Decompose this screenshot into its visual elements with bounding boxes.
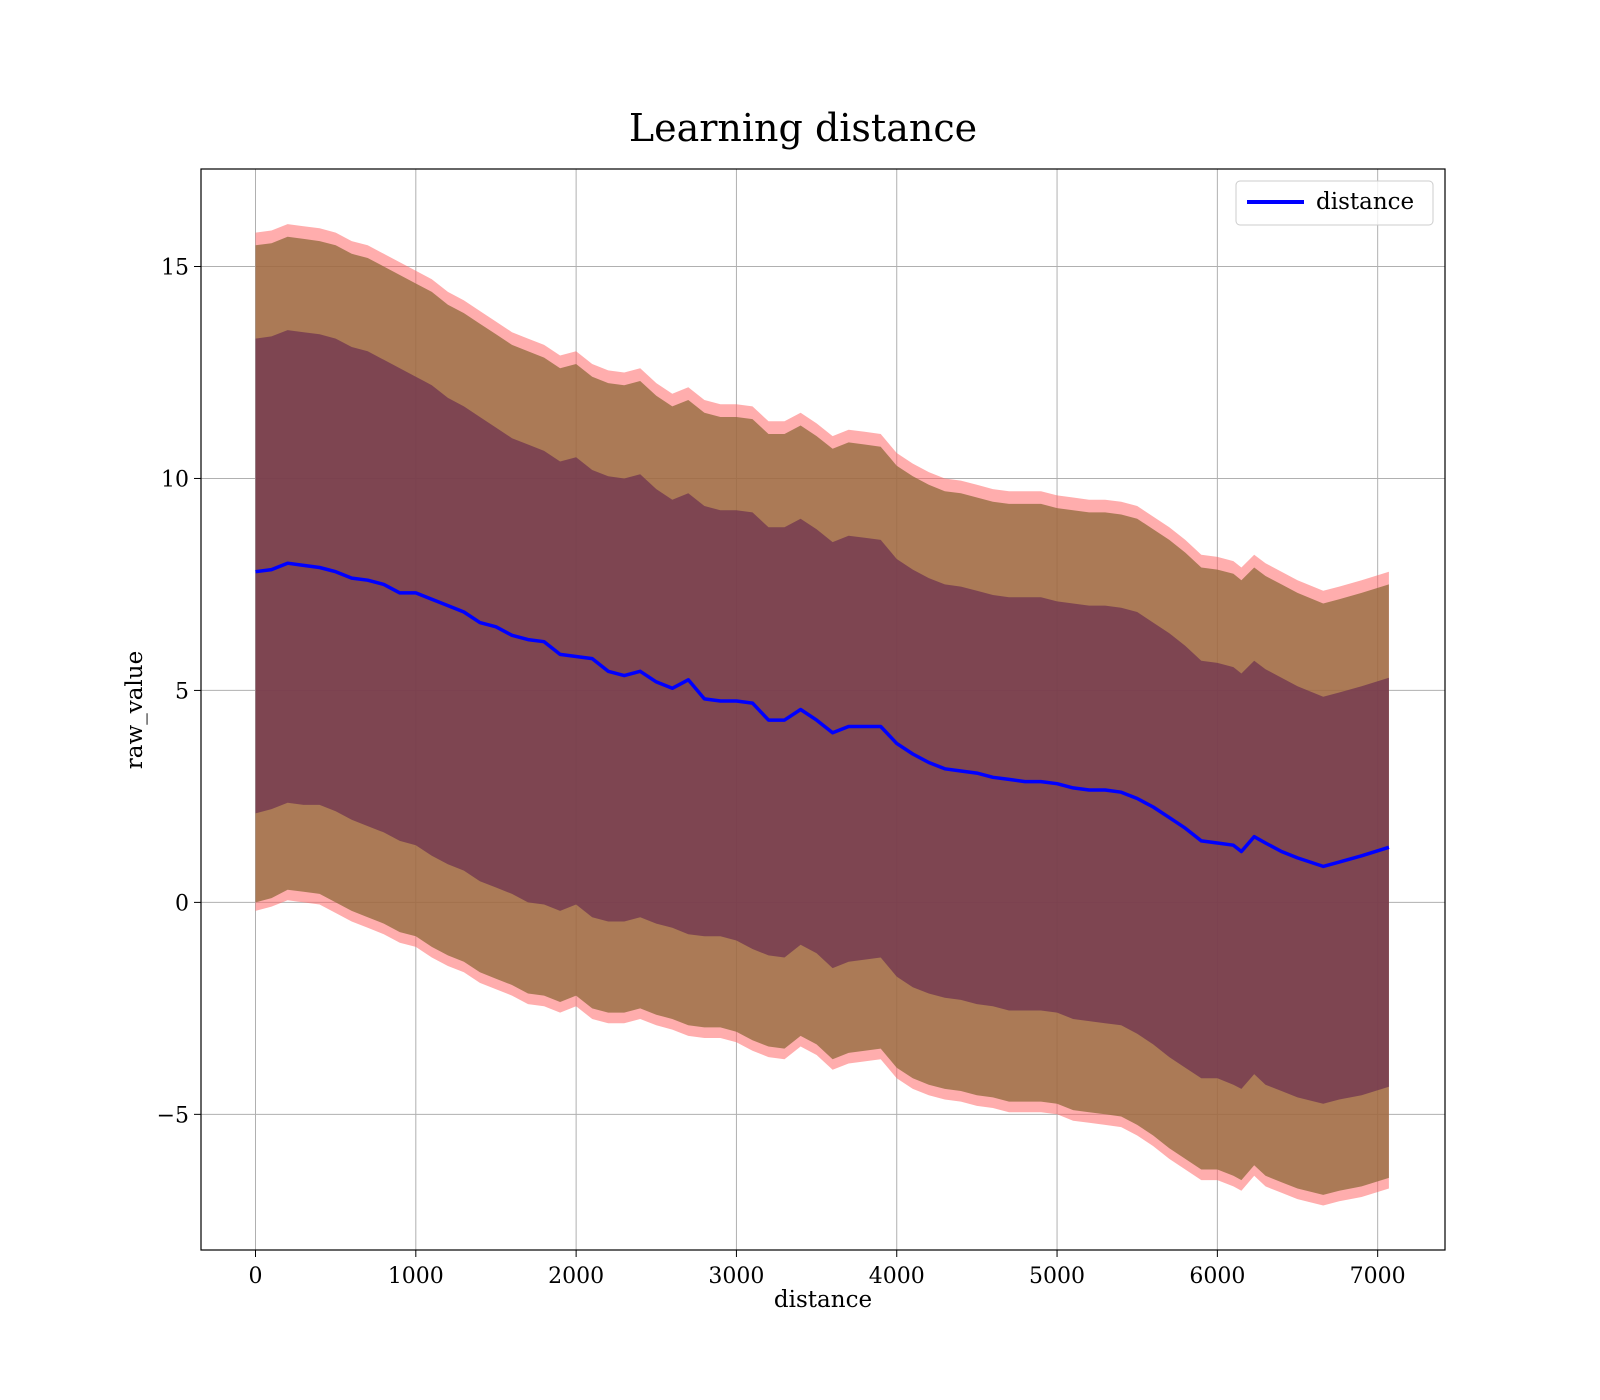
x-tick-label: 0 <box>249 1264 263 1289</box>
x-tick-label: 7000 <box>1350 1264 1406 1289</box>
x-tick-label: 4000 <box>869 1264 925 1289</box>
x-tick-label: 2000 <box>548 1264 604 1289</box>
y-axis-label: raw_value <box>122 651 148 769</box>
x-axis-label: distance <box>774 1287 872 1313</box>
legend: distance <box>1235 180 1434 226</box>
plot-frame <box>200 168 1446 1251</box>
series-lines <box>255 561 1390 869</box>
x-tick-label: 6000 <box>1189 1264 1245 1289</box>
legend-label-distance: distance <box>1316 189 1414 215</box>
y-tick-label: 0 <box>175 891 189 916</box>
y-tick-label: 10 <box>161 467 189 492</box>
x-tick-label: 1000 <box>388 1264 444 1289</box>
band-areas <box>255 224 1389 1206</box>
series-line-distance <box>255 561 1390 869</box>
band-area-3 <box>255 330 1389 1104</box>
y-tick-label: 5 <box>175 679 189 704</box>
axis-ticks: 0 1000 2000 3000 4000 5000 6000 7000 −5 0 5 10 15 <box>157 256 1406 1289</box>
legend-box <box>1235 180 1434 226</box>
x-tick-label: 3000 <box>708 1264 764 1289</box>
x-tick-label: 5000 <box>1029 1264 1085 1289</box>
y-tick-label: −5 <box>157 1103 189 1128</box>
chart-title: Learning distance <box>629 106 977 150</box>
y-tick-label: 15 <box>161 256 189 281</box>
